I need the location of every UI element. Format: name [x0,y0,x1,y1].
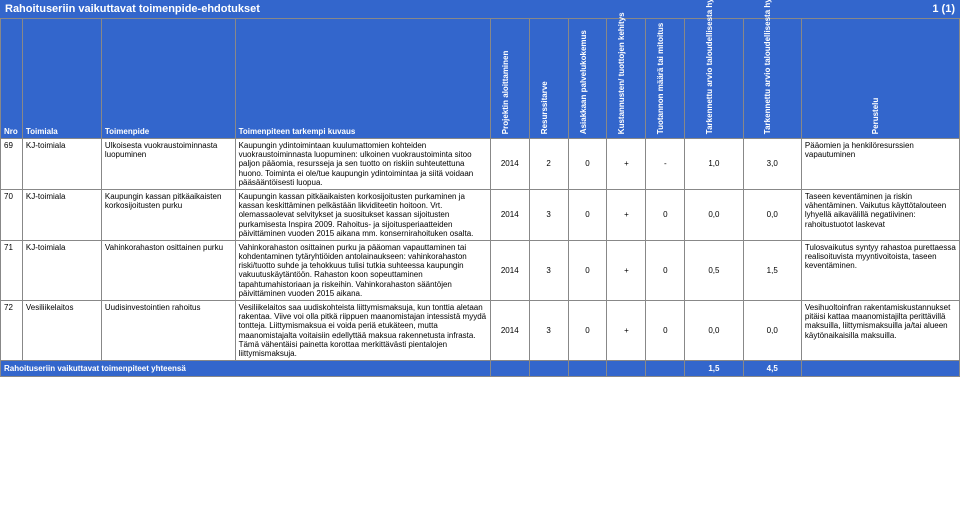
cell-c1: 2014 [490,301,529,361]
cell-c6: 0,5 [685,240,743,300]
cell-toimenpide: Kaupungin kassan pitkäaikaisten korkosij… [101,189,235,240]
cell-c1: 2014 [490,189,529,240]
col-c6: Tarkennettu arvio taloudellisesta hyödys… [685,19,743,139]
col-c4: Kustannusten/ tuottojen kehitys [607,19,646,139]
cell-c5: 0 [646,301,685,361]
cell-c2: 3 [529,189,568,240]
page-title: Rahoituseriin vaikuttavat toimenpide-ehd… [5,3,260,15]
cell-toimiala: KJ-toimiala [22,139,101,190]
cell-c4: + [607,189,646,240]
cell-c3: 0 [568,240,607,300]
footer-sum6: 1,5 [685,361,743,377]
col-c2: Resurssitarve [529,19,568,139]
cell-c3: 0 [568,139,607,190]
table-row: 70KJ-toimialaKaupungin kassan pitkäaikai… [1,189,960,240]
cell-c6: 1,0 [685,139,743,190]
cell-c3: 0 [568,301,607,361]
col-c1: Projektin aloittaminen [490,19,529,139]
col-c3: Asiakkaan palvelukokemus [568,19,607,139]
cell-kuvaus: Vahinkorahaston osittainen purku ja pääo… [235,240,490,300]
cell-c5: 0 [646,189,685,240]
cell-c7: 0,0 [743,189,801,240]
cell-c1: 2014 [490,240,529,300]
cell-toimiala: KJ-toimiala [22,189,101,240]
col-c7: Tarkennettu arvio taloudellisesta hyödys… [743,19,801,139]
col-perustelu: Perustelu [801,19,959,139]
cell-c4: + [607,139,646,190]
footer-blank [568,361,607,377]
main-table: Nro Toimiala Toimenpide Toimenpiteen tar… [0,18,960,377]
cell-c4: + [607,301,646,361]
footer-blank [801,361,959,377]
col-toimenpide: Toimenpide [101,19,235,139]
table-body: 69KJ-toimialaUlkoisesta vuokraustoiminna… [1,139,960,361]
footer-blank [490,361,529,377]
cell-nro: 71 [1,240,23,300]
col-c5: Tuotannon määrä tai mitoitus [646,19,685,139]
col-nro: Nro [1,19,23,139]
col-toimiala: Toimiala [22,19,101,139]
cell-perustelu: Taseen keventäminen ja riskin vähentämin… [801,189,959,240]
table-row: 69KJ-toimialaUlkoisesta vuokraustoiminna… [1,139,960,190]
cell-c2: 3 [529,301,568,361]
cell-nro: 70 [1,189,23,240]
footer-blank [529,361,568,377]
cell-c3: 0 [568,189,607,240]
cell-toimenpide: Uudisinvestointien rahoitus [101,301,235,361]
cell-toimiala: Vesiliikelaitos [22,301,101,361]
cell-kuvaus: Kaupungin ydintoimintaan kuulumattomien … [235,139,490,190]
cell-toimenpide: Vahinkorahaston osittainen purku [101,240,235,300]
footer-blank [607,361,646,377]
cell-c6: 0,0 [685,189,743,240]
cell-toimenpide: Ulkoisesta vuokraustoiminnasta luopumine… [101,139,235,190]
cell-c4: + [607,240,646,300]
cell-c7: 1,5 [743,240,801,300]
footer-sum7: 4,5 [743,361,801,377]
cell-perustelu: Vesihuoltoinfran rakentamiskustannukset … [801,301,959,361]
cell-c5: 0 [646,240,685,300]
cell-perustelu: Pääomien ja henkilöresurssien vapautumin… [801,139,959,190]
cell-c2: 3 [529,240,568,300]
cell-c5: - [646,139,685,190]
cell-kuvaus: Kaupungin kassan pitkäaikaisten korkosij… [235,189,490,240]
cell-toimiala: KJ-toimiala [22,240,101,300]
cell-c1: 2014 [490,139,529,190]
col-kuvaus: Toimenpiteen tarkempi kuvaus [235,19,490,139]
footer-row: Rahoituseriin vaikuttavat toimenpiteet y… [1,361,960,377]
cell-kuvaus: Vesiliikelaitos saa uudiskohteista liitt… [235,301,490,361]
header-row: Nro Toimiala Toimenpide Toimenpiteen tar… [1,19,960,139]
cell-c6: 0,0 [685,301,743,361]
cell-c7: 0,0 [743,301,801,361]
table-row: 72VesiliikelaitosUudisinvestointien raho… [1,301,960,361]
footer-blank [646,361,685,377]
cell-c2: 2 [529,139,568,190]
cell-nro: 69 [1,139,23,190]
cell-perustelu: Tulosvaikutus syntyy rahastoa purettaess… [801,240,959,300]
title-bar: Rahoituseriin vaikuttavat toimenpide-ehd… [0,0,960,18]
cell-c7: 3,0 [743,139,801,190]
footer-label: Rahoituseriin vaikuttavat toimenpiteet y… [1,361,491,377]
cell-nro: 72 [1,301,23,361]
page-number: 1 (1) [932,3,955,15]
table-row: 71KJ-toimialaVahinkorahaston osittainen … [1,240,960,300]
